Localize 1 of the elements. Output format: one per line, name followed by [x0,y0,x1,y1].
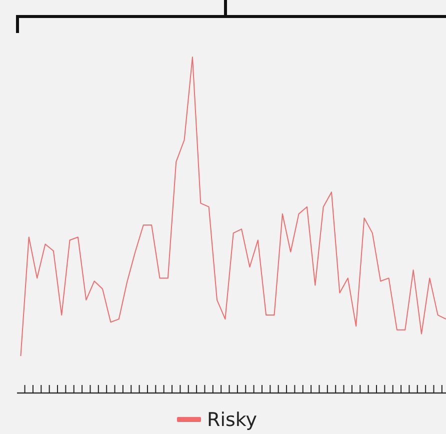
legend-label: Risky [207,409,257,431]
